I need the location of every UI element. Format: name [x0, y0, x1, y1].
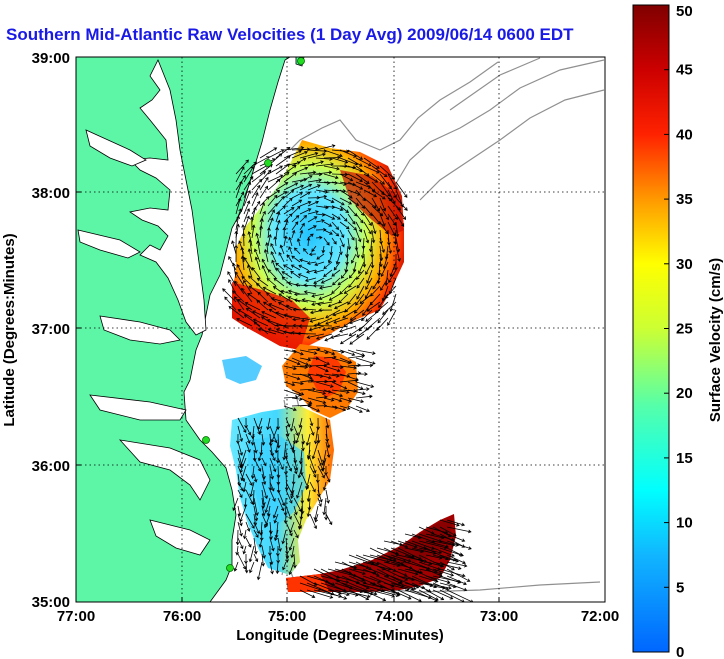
y-tick-label: 38:00	[32, 185, 70, 202]
colorbar-tick-label: 5	[676, 579, 684, 596]
radar-station	[226, 564, 234, 572]
x-tick-label: 72:00	[581, 608, 619, 625]
radar-station	[264, 159, 272, 167]
radar-station	[297, 57, 305, 65]
colorbar-tick-label: 45	[676, 62, 693, 79]
colorbar-tick-label: 35	[676, 191, 693, 208]
velocity-field	[222, 140, 456, 592]
x-axis-label: Longitude (Degrees:Minutes)	[236, 627, 444, 644]
colorbar-tick-label: 40	[676, 126, 693, 143]
radar-station	[202, 436, 210, 444]
colorbar-tick-label: 30	[676, 256, 693, 273]
chesapeake-bay	[77, 59, 211, 556]
radar-stations	[202, 57, 305, 572]
colorbar-ticks: 0 5 10 15 20 25 30 35 40 45 50	[664, 3, 693, 659]
map-title: Southern Mid-Atlantic Raw Velocities (1 …	[6, 25, 574, 44]
colorbar-tick-label: 15	[676, 450, 693, 467]
colorbar	[632, 4, 670, 653]
y-axis-label: Latitude (Degrees:Minutes)	[1, 233, 18, 426]
plot-frame	[75, 56, 606, 603]
velocity-vectors	[222, 144, 474, 602]
colorbar-tick-label: 0	[676, 644, 684, 659]
colorbar-tick-label: 10	[676, 515, 693, 532]
y-tick-label: 37:00	[32, 321, 70, 338]
colorbar-label: Surface Velocity (cm/s)	[707, 258, 724, 422]
y-tick-label: 39:00	[32, 50, 70, 67]
y-tick-label: 36:00	[32, 458, 70, 475]
y-tick-label: 35:00	[32, 594, 70, 611]
colorbar-tick-label: 50	[676, 3, 693, 20]
lat-lon-grid	[76, 57, 605, 602]
x-tick-label: 77:00	[57, 608, 95, 625]
colorbar-tick-label: 20	[676, 385, 693, 402]
x-tick-label: 75:00	[268, 608, 306, 625]
colorbar-tick-label: 25	[676, 321, 693, 338]
x-tick-label: 73:00	[480, 608, 518, 625]
x-tick-label: 76:00	[163, 608, 201, 625]
axis-tick-marks	[75, 191, 606, 602]
x-tick-label: 74:00	[375, 608, 413, 625]
